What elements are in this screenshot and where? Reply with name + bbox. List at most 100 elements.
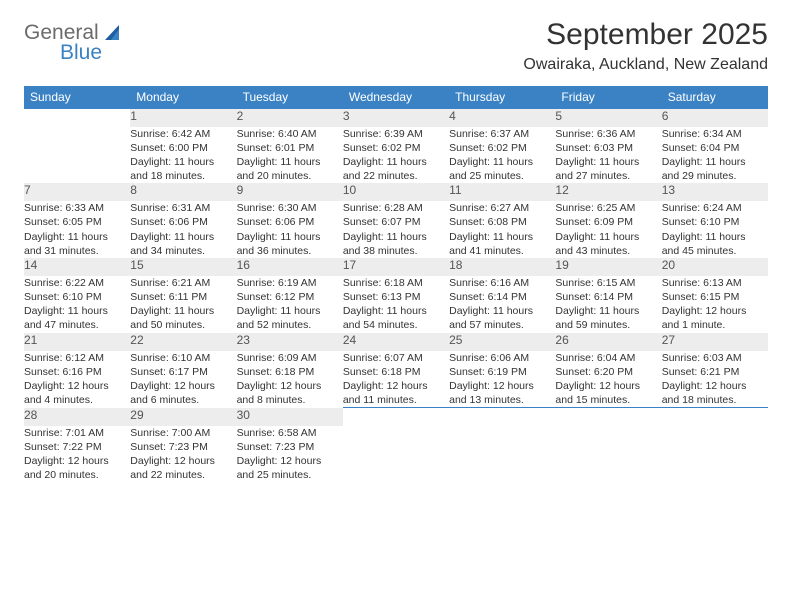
sunrise-text: Sunrise: 6:03 AM — [662, 351, 768, 365]
day-cell: Sunrise: 7:01 AMSunset: 7:22 PMDaylight:… — [24, 426, 130, 483]
sunrise-text: Sunrise: 6:19 AM — [237, 276, 343, 290]
daylight-text: and 22 minutes. — [130, 468, 236, 482]
sail-icon — [105, 23, 125, 44]
daylight-text: Daylight: 11 hours — [237, 304, 343, 318]
sunset-text: Sunset: 6:00 PM — [130, 141, 236, 155]
daylight-text: Daylight: 12 hours — [343, 379, 449, 393]
sunset-text: Sunset: 6:15 PM — [662, 290, 768, 304]
sunset-text: Sunset: 6:14 PM — [449, 290, 555, 304]
week-info-row: Sunrise: 6:22 AMSunset: 6:10 PMDaylight:… — [24, 276, 768, 333]
sunrise-text: Sunrise: 6:07 AM — [343, 351, 449, 365]
sunset-text: Sunset: 6:11 PM — [130, 290, 236, 304]
daylight-text: Daylight: 12 hours — [237, 379, 343, 393]
sunrise-text: Sunrise: 6:31 AM — [130, 201, 236, 215]
sunset-text: Sunset: 6:02 PM — [449, 141, 555, 155]
sunrise-text: Sunrise: 6:33 AM — [24, 201, 130, 215]
month-title: September 2025 — [523, 18, 768, 52]
sunset-text: Sunset: 6:06 PM — [130, 215, 236, 229]
daylight-text: Daylight: 11 hours — [130, 304, 236, 318]
day-number: 1 — [130, 109, 236, 127]
sunset-text: Sunset: 6:17 PM — [130, 365, 236, 379]
daylight-text: and 52 minutes. — [237, 318, 343, 332]
sunrise-text: Sunrise: 6:36 AM — [555, 127, 661, 141]
sunrise-text: Sunrise: 6:34 AM — [662, 127, 768, 141]
daylight-text: and 50 minutes. — [130, 318, 236, 332]
daylight-text: Daylight: 11 hours — [237, 155, 343, 169]
day-cell: Sunrise: 6:15 AMSunset: 6:14 PMDaylight:… — [555, 276, 661, 333]
daylight-text: and 18 minutes. — [130, 169, 236, 183]
daylight-text: Daylight: 12 hours — [24, 379, 130, 393]
day-cell: Sunrise: 6:22 AMSunset: 6:10 PMDaylight:… — [24, 276, 130, 333]
day-number: 13 — [662, 183, 768, 201]
sunset-text: Sunset: 6:12 PM — [237, 290, 343, 304]
day-number: 24 — [343, 333, 449, 351]
daylight-text: and 25 minutes. — [449, 169, 555, 183]
day-number: 5 — [555, 109, 661, 127]
day-cell: Sunrise: 6:42 AMSunset: 6:00 PMDaylight:… — [130, 127, 236, 184]
daylight-text: and 15 minutes. — [555, 393, 661, 407]
daylight-text: and 43 minutes. — [555, 244, 661, 258]
daylight-text: and 41 minutes. — [449, 244, 555, 258]
daylight-text: and 57 minutes. — [449, 318, 555, 332]
sunrise-text: Sunrise: 6:24 AM — [662, 201, 768, 215]
day-number: 28 — [24, 408, 130, 426]
daylight-text: and 22 minutes. — [343, 169, 449, 183]
daylight-text: and 20 minutes. — [237, 169, 343, 183]
daylight-text: and 47 minutes. — [24, 318, 130, 332]
daylight-text: Daylight: 12 hours — [662, 379, 768, 393]
day-number: 7 — [24, 183, 130, 201]
daylight-text: Daylight: 12 hours — [24, 454, 130, 468]
sunset-text: Sunset: 7:23 PM — [237, 440, 343, 454]
daylight-text: Daylight: 11 hours — [343, 230, 449, 244]
brand-logo: General Blue — [24, 22, 125, 63]
day-cell-empty — [662, 426, 768, 483]
daylight-text: Daylight: 11 hours — [555, 155, 661, 169]
day-cell-empty — [555, 426, 661, 483]
day-cell: Sunrise: 6:18 AMSunset: 6:13 PMDaylight:… — [343, 276, 449, 333]
daylight-text: Daylight: 12 hours — [130, 454, 236, 468]
sunset-text: Sunset: 6:03 PM — [555, 141, 661, 155]
day-cell: Sunrise: 6:07 AMSunset: 6:18 PMDaylight:… — [343, 351, 449, 408]
day-number: 22 — [130, 333, 236, 351]
day-number: 30 — [237, 408, 343, 426]
day-number: 10 — [343, 183, 449, 201]
day-cell: Sunrise: 7:00 AMSunset: 7:23 PMDaylight:… — [130, 426, 236, 483]
daylight-text: Daylight: 11 hours — [662, 155, 768, 169]
daylight-text: and 4 minutes. — [24, 393, 130, 407]
day-number: 18 — [449, 258, 555, 276]
day-number: 2 — [237, 109, 343, 127]
day-number: 3 — [343, 109, 449, 127]
day-number-empty — [343, 408, 449, 426]
day-number: 26 — [555, 333, 661, 351]
sunrise-text: Sunrise: 6:58 AM — [237, 426, 343, 440]
sunset-text: Sunset: 6:16 PM — [24, 365, 130, 379]
daylight-text: Daylight: 11 hours — [662, 230, 768, 244]
daylight-text: Daylight: 11 hours — [24, 304, 130, 318]
week-daynum-row: 78910111213 — [24, 183, 768, 201]
week-info-row: Sunrise: 7:01 AMSunset: 7:22 PMDaylight:… — [24, 426, 768, 483]
day-number: 21 — [24, 333, 130, 351]
daylight-text: Daylight: 12 hours — [130, 379, 236, 393]
daylight-text: and 8 minutes. — [237, 393, 343, 407]
daylight-text: and 27 minutes. — [555, 169, 661, 183]
sunrise-text: Sunrise: 6:25 AM — [555, 201, 661, 215]
day-cell: Sunrise: 6:19 AMSunset: 6:12 PMDaylight:… — [237, 276, 343, 333]
weekday-header: Sunday — [24, 86, 130, 109]
daylight-text: and 31 minutes. — [24, 244, 130, 258]
day-number-empty — [662, 408, 768, 426]
daylight-text: Daylight: 11 hours — [555, 230, 661, 244]
sunset-text: Sunset: 6:20 PM — [555, 365, 661, 379]
daylight-text: Daylight: 11 hours — [24, 230, 130, 244]
day-cell: Sunrise: 6:39 AMSunset: 6:02 PMDaylight:… — [343, 127, 449, 184]
day-number: 9 — [237, 183, 343, 201]
daylight-text: and 38 minutes. — [343, 244, 449, 258]
sunrise-text: Sunrise: 6:27 AM — [449, 201, 555, 215]
week-daynum-row: 14151617181920 — [24, 258, 768, 276]
sunset-text: Sunset: 6:18 PM — [343, 365, 449, 379]
daylight-text: Daylight: 11 hours — [555, 304, 661, 318]
day-cell: Sunrise: 6:37 AMSunset: 6:02 PMDaylight:… — [449, 127, 555, 184]
sunset-text: Sunset: 7:23 PM — [130, 440, 236, 454]
sunrise-text: Sunrise: 7:00 AM — [130, 426, 236, 440]
day-number: 23 — [237, 333, 343, 351]
day-number: 12 — [555, 183, 661, 201]
